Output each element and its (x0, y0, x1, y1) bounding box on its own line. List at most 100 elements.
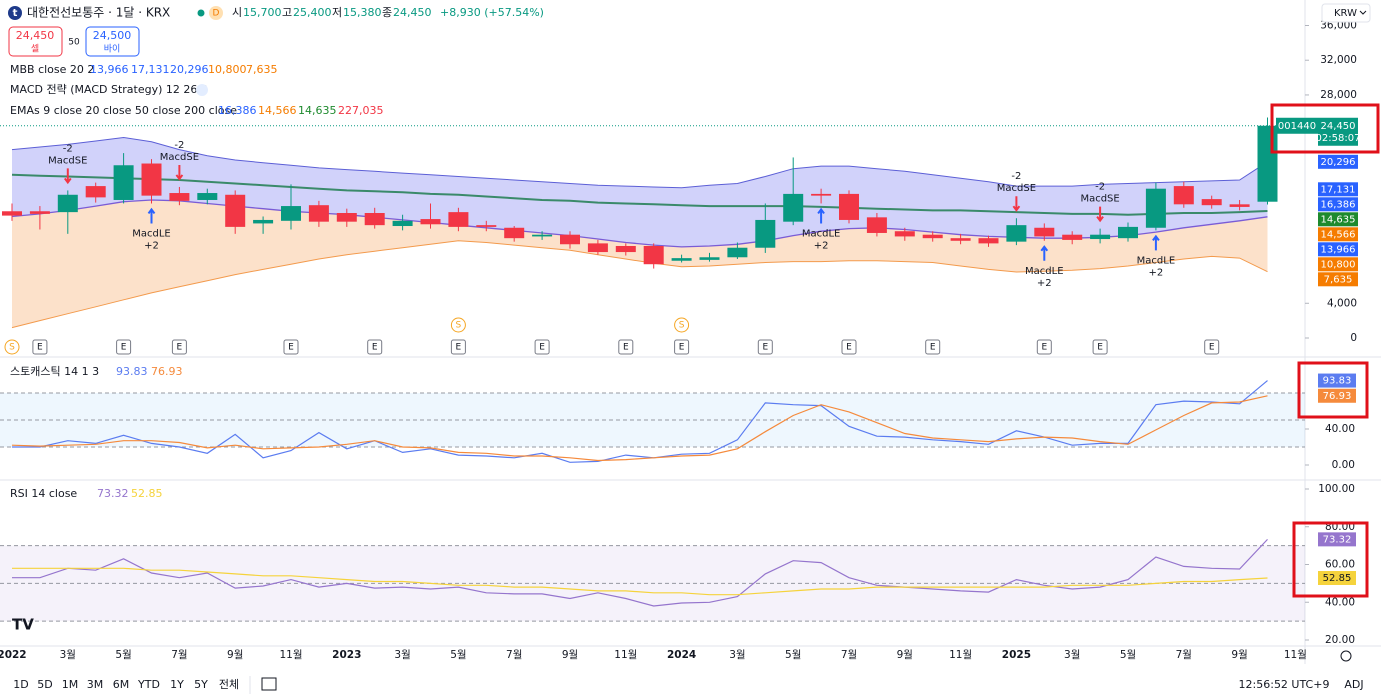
symbol: 대한전선보통주 · 1달 · KRX (27, 6, 170, 20)
event-label[interactable]: E (1041, 343, 1047, 353)
adj-button[interactable]: ADJ (1344, 678, 1363, 691)
price-tag (1318, 212, 1358, 227)
event-badge[interactable] (1036, 339, 1052, 355)
event-label[interactable]: E (37, 343, 43, 353)
event-badge[interactable] (674, 339, 690, 355)
y-tick-label: 0.00 (1332, 459, 1355, 471)
event-label[interactable]: E (288, 343, 294, 353)
event-badge[interactable] (618, 339, 634, 355)
signal-arrow (64, 168, 72, 185)
event-badge[interactable] (1204, 339, 1220, 355)
range-button[interactable]: 5D (37, 678, 52, 691)
signal-arrow (1040, 245, 1049, 261)
candle-body (336, 213, 357, 222)
candle-body (169, 193, 190, 201)
event-badge[interactable] (534, 339, 550, 355)
candle-body (141, 163, 162, 196)
sell-label[interactable]: 셀 (31, 44, 39, 55)
event-label[interactable]: E (846, 343, 852, 353)
buy-label[interactable]: 바이 (104, 44, 121, 55)
candle-body (727, 247, 748, 258)
candle-body (392, 220, 413, 227)
x-tick-label: 11월 (614, 649, 637, 661)
pane-title: 스토캐스틱 14 1 3 (10, 365, 99, 378)
candle-body (587, 243, 608, 253)
event-badge[interactable] (4, 339, 20, 355)
event-badge[interactable] (450, 317, 466, 333)
currency-button[interactable] (1321, 3, 1371, 23)
x-tick-label: 11월 (279, 649, 302, 661)
event-label[interactable]: E (930, 343, 936, 353)
candle-body (1090, 234, 1111, 240)
event-badge[interactable] (757, 339, 773, 355)
candle-body (532, 234, 553, 237)
range-button[interactable]: 1M (62, 678, 79, 691)
x-tick-label: 9월 (562, 649, 578, 661)
range-button[interactable]: 3M (87, 678, 104, 691)
range-button[interactable]: 1D (13, 678, 28, 691)
event-label[interactable]: E (177, 343, 183, 353)
rsi-line (12, 567, 1268, 596)
event-label[interactable]: E (121, 343, 127, 353)
event-label[interactable]: E (679, 343, 685, 353)
range-button[interactable]: YTD (137, 678, 160, 691)
price-tag (1318, 182, 1358, 197)
x-tick-label: 2022 (0, 649, 27, 661)
ohlc-label: 저 (332, 6, 342, 19)
event-label[interactable]: E (1209, 343, 1215, 353)
candle-body (1173, 186, 1194, 205)
x-tick-label: 2024 (667, 649, 696, 661)
countdown: 02:58:07 (1316, 133, 1361, 144)
event-label[interactable]: S (679, 321, 685, 331)
range-button[interactable]: 전체 (219, 678, 239, 691)
event-badge[interactable] (171, 339, 187, 355)
event-badge[interactable] (1092, 339, 1108, 355)
event-label[interactable]: E (1097, 343, 1103, 353)
buy-price[interactable]: 24,500 (93, 29, 132, 42)
event-badge[interactable] (450, 339, 466, 355)
signal-label: MacdSE (160, 152, 199, 163)
event-label[interactable]: E (539, 343, 545, 353)
signal-label: MacdSE (48, 155, 87, 166)
buy-button[interactable] (85, 26, 140, 57)
event-badge[interactable] (283, 339, 299, 355)
event-label[interactable]: S (456, 321, 462, 331)
event-label[interactable]: E (762, 343, 768, 353)
ohlc-label: 시 (232, 6, 242, 19)
x-tick-label: 3월 (60, 649, 76, 661)
badge: D (213, 9, 220, 19)
candle-body (755, 219, 776, 248)
event-badge[interactable] (116, 339, 132, 355)
event-label[interactable]: E (623, 343, 629, 353)
sell-button[interactable] (8, 26, 63, 57)
currency[interactable]: KRW (1334, 8, 1357, 19)
x-tick-label: 11월 (949, 649, 972, 661)
event-label[interactable]: E (372, 343, 378, 353)
x-tick-label: 5월 (115, 649, 131, 661)
range-button[interactable]: 6M (113, 678, 130, 691)
header: t 대한전선보통주 · 1달 · KRX D 시 15,700 고 25,400… (8, 3, 1371, 23)
settings-icon[interactable] (1340, 650, 1352, 662)
strategy-icon[interactable] (196, 84, 208, 96)
range-button[interactable]: 5Y (194, 678, 208, 691)
legend-value: 16,386 (218, 104, 257, 117)
event-label[interactable]: S (9, 343, 15, 353)
highlight-box (1297, 361, 1369, 419)
event-badge[interactable] (367, 339, 383, 355)
candle-body (1062, 234, 1083, 240)
value-tag (1318, 532, 1356, 547)
compare-icon[interactable] (261, 677, 277, 691)
x-tick-label: 7월 (506, 649, 522, 661)
event-badge[interactable] (841, 339, 857, 355)
signal-qty: -2 (1011, 171, 1021, 182)
event-badge[interactable] (925, 339, 941, 355)
candle-body (308, 205, 329, 222)
sell-price[interactable]: 24,450 (16, 29, 55, 42)
event-badge[interactable] (674, 317, 690, 333)
event-badge[interactable] (32, 339, 48, 355)
candle-body (2, 211, 22, 216)
symbol-code: 001440 (1278, 121, 1316, 132)
range-button[interactable]: 1Y (170, 678, 184, 691)
event-label[interactable]: E (456, 343, 462, 353)
